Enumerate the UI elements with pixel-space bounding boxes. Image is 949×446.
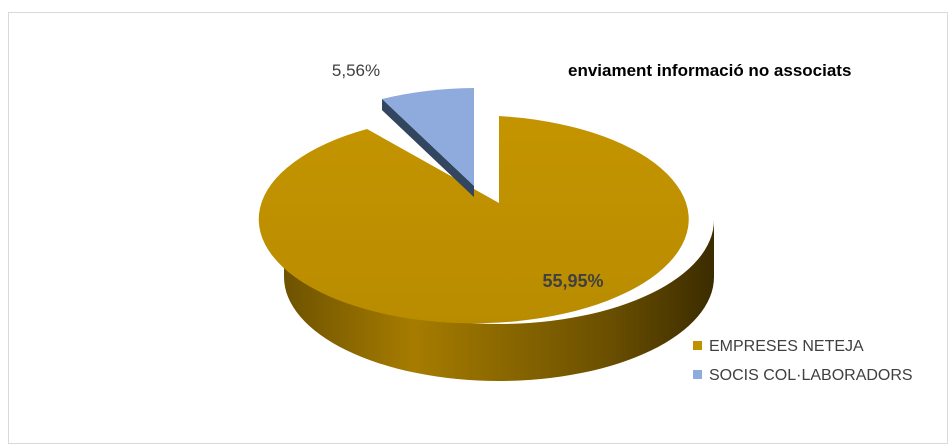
legend-label-socis-col-laboradors: SOCIS COL·LABORADORS (709, 367, 913, 384)
pie-chart: 5,56% 55,95% enviament informació no ass… (258, 61, 913, 384)
slice-empreses-neteja (258, 116, 689, 324)
data-label-socis: 5,56% (332, 61, 380, 80)
data-label-empreses: 55,95% (542, 271, 603, 291)
legend-label-empreses-neteja: EMPRESES NETEJA (709, 338, 864, 355)
chart-title: enviament informació no associats (568, 61, 851, 80)
legend-swatch-empreses-neteja (693, 341, 702, 350)
legend-swatch-socis-col-laboradors (693, 370, 702, 379)
slice-side-socis-col-laboradors-2 (382, 99, 474, 197)
slice-side-empreses-neteja (284, 220, 714, 381)
slice-socis-col-laboradors (382, 88, 474, 186)
chart-area: 5,56% 55,95% enviament informació no ass… (8, 12, 948, 444)
